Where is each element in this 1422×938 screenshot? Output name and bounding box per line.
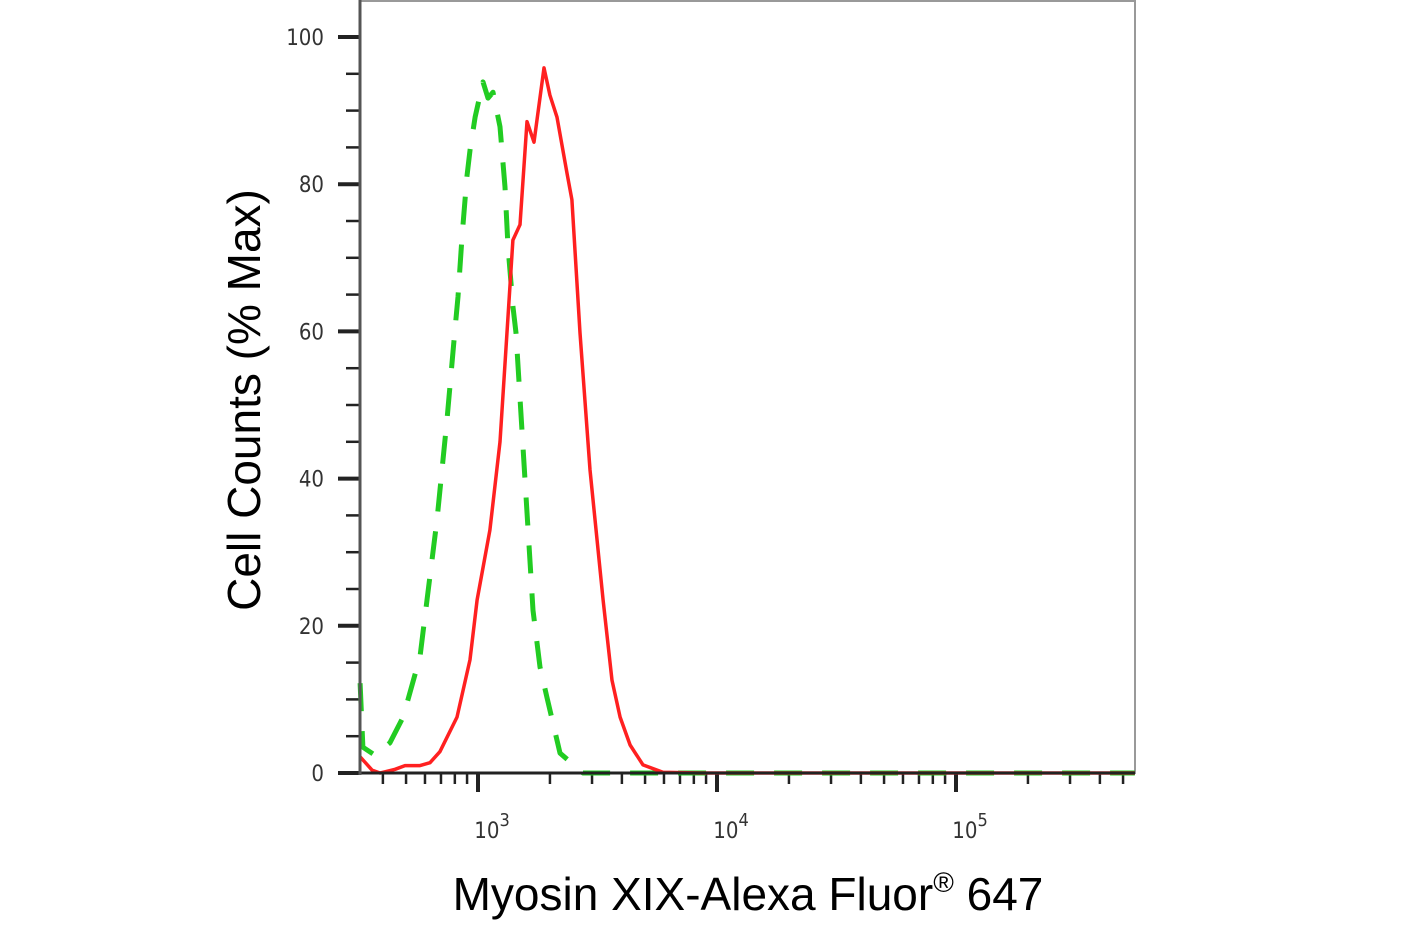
x-tick-label: 103 bbox=[474, 810, 510, 844]
y-tick-label: 80 bbox=[299, 173, 324, 198]
x-axis-title-registered: ® bbox=[933, 867, 954, 898]
y-tick-label: 40 bbox=[299, 468, 324, 493]
x-tick-exponent: 5 bbox=[977, 810, 987, 831]
x-tick-exponent: 3 bbox=[499, 810, 509, 831]
x-tick-label: 104 bbox=[713, 810, 749, 844]
x-axis-title-main: Myosin XIX-Alexa Fluor bbox=[453, 868, 934, 920]
y-tick-label: 60 bbox=[299, 320, 324, 345]
x-tick-label: 105 bbox=[952, 810, 988, 844]
y-tick-label: 0 bbox=[311, 762, 324, 787]
y-axis-title: Cell Counts (% Max) bbox=[218, 189, 270, 611]
y-axis: 0 20 40 60 80 100 bbox=[286, 26, 360, 787]
y-tick-label: 20 bbox=[299, 615, 324, 640]
x-tick-base: 10 bbox=[713, 819, 738, 844]
x-axis-title-suffix: 647 bbox=[954, 868, 1044, 920]
x-tick-base: 10 bbox=[952, 819, 977, 844]
series-group bbox=[357, 66, 1135, 776]
x-axis: 103 104 105 bbox=[381, 773, 1125, 844]
series-line-sample-solid bbox=[358, 66, 1135, 775]
y-tick-label: 100 bbox=[286, 26, 324, 51]
x-tick-base: 10 bbox=[474, 819, 499, 844]
x-axis-title: Myosin XIX-Alexa Fluor® 647 bbox=[453, 867, 1044, 920]
series-line-control-dashed bbox=[357, 79, 1135, 776]
x-tick-exponent: 4 bbox=[738, 810, 748, 831]
